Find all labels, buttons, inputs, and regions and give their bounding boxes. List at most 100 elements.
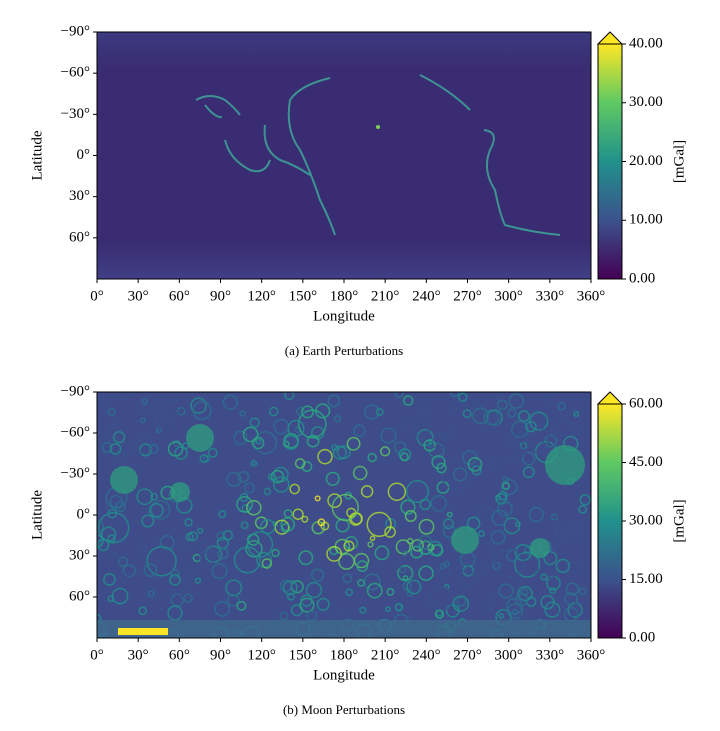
crater-decoration bbox=[112, 431, 126, 444]
crater-decoration bbox=[406, 579, 422, 595]
crater-decoration bbox=[343, 540, 355, 552]
crater-decoration bbox=[174, 446, 188, 460]
crater-decoration bbox=[252, 460, 258, 467]
crater-decoration bbox=[218, 510, 227, 519]
crater-decoration bbox=[367, 452, 377, 463]
crater-decoration bbox=[255, 438, 262, 445]
x-tick-label: 60° bbox=[169, 647, 190, 663]
crater-decoration bbox=[517, 410, 530, 423]
crater-decoration bbox=[384, 526, 396, 538]
crater-decoration bbox=[411, 538, 424, 552]
crater-decoration bbox=[197, 527, 204, 534]
x-tick-label: 30° bbox=[128, 288, 149, 304]
crater-decoration bbox=[369, 535, 376, 542]
crater-decoration bbox=[466, 558, 486, 578]
x-tick-label: 210° bbox=[371, 288, 400, 304]
crater-decoration bbox=[544, 601, 561, 618]
crater-decoration bbox=[436, 462, 447, 474]
basin-decoration bbox=[451, 526, 479, 554]
x-tick-label: 120° bbox=[247, 647, 276, 663]
crater-decoration bbox=[342, 573, 353, 584]
crater-decoration bbox=[188, 531, 199, 542]
y-tick-label: −60° bbox=[61, 424, 90, 440]
crater-decoration bbox=[417, 535, 433, 550]
crater-decoration bbox=[550, 513, 558, 521]
crater-decoration bbox=[543, 565, 557, 579]
crater-decoration bbox=[507, 603, 524, 620]
crater-decoration bbox=[352, 465, 368, 481]
crater-decoration bbox=[289, 483, 301, 495]
crater-decoration bbox=[180, 587, 192, 599]
x-tick-label: 0° bbox=[90, 647, 104, 663]
crater-decoration bbox=[233, 430, 248, 445]
crater-decoration bbox=[251, 436, 265, 450]
x-tick-label: 240° bbox=[412, 288, 441, 304]
crater-decoration bbox=[110, 552, 118, 559]
crater-decoration bbox=[434, 609, 445, 619]
crater-decoration bbox=[507, 454, 517, 465]
crater-decoration bbox=[292, 508, 304, 520]
crater-decoration bbox=[528, 506, 544, 523]
crater-decoration bbox=[494, 494, 501, 501]
crater-decoration bbox=[136, 542, 148, 554]
crater-decoration bbox=[267, 416, 276, 424]
crater-decoration bbox=[225, 579, 243, 597]
colorbar-tick-label: 60.00 bbox=[629, 395, 663, 411]
crater-decoration bbox=[431, 434, 447, 450]
crater-decoration bbox=[565, 582, 580, 596]
x-tick-label: 210° bbox=[371, 647, 400, 663]
crater-decoration bbox=[498, 583, 514, 599]
crater-decoration bbox=[452, 467, 468, 482]
crater-decoration bbox=[470, 404, 484, 417]
crater-decoration bbox=[449, 406, 458, 415]
crater-decoration bbox=[268, 472, 276, 481]
crater-decoration bbox=[366, 511, 392, 538]
crater-decoration bbox=[245, 540, 263, 558]
crater-decoration bbox=[122, 564, 136, 578]
basin-decoration bbox=[110, 466, 138, 494]
colorbar-tick-label: 0.00 bbox=[629, 629, 655, 645]
crater-decoration bbox=[268, 406, 279, 417]
crater-decoration bbox=[115, 501, 126, 513]
crater-decoration bbox=[148, 502, 164, 518]
crater-decoration bbox=[507, 408, 517, 418]
x-tick-label: 150° bbox=[289, 647, 318, 663]
crater-decoration bbox=[284, 392, 295, 401]
crater-decoration bbox=[144, 586, 159, 601]
crater-decoration bbox=[239, 410, 246, 417]
crater-decoration bbox=[497, 500, 513, 517]
crater-decoration bbox=[394, 603, 404, 612]
crater-decoration bbox=[578, 587, 587, 596]
colorbar-tick-label: 0.00 bbox=[629, 270, 655, 286]
crater-decoration bbox=[176, 406, 186, 416]
crater-decoration bbox=[414, 424, 430, 439]
crater-decoration bbox=[579, 494, 591, 506]
crater-decoration bbox=[199, 549, 216, 566]
crater-decoration bbox=[155, 412, 173, 430]
crater-decoration bbox=[509, 434, 524, 449]
crater-decoration bbox=[226, 471, 242, 488]
crater-decoration bbox=[578, 504, 588, 514]
panel-title: (a) Earth Perturbations bbox=[285, 343, 403, 358]
crater-decoration bbox=[437, 566, 451, 579]
x-tick-label: 90° bbox=[210, 647, 231, 663]
colorbar-extension bbox=[596, 391, 624, 405]
crater-decoration bbox=[260, 519, 276, 535]
crater-decoration bbox=[135, 400, 147, 413]
crater-decoration bbox=[294, 458, 306, 469]
crater-decoration bbox=[316, 597, 330, 611]
crater-decoration bbox=[398, 565, 407, 574]
x-tick-label: 120° bbox=[247, 288, 276, 304]
colorbar bbox=[598, 404, 622, 638]
crater-decoration bbox=[216, 531, 226, 542]
crater-decoration bbox=[151, 402, 169, 420]
x-tick-label: 150° bbox=[289, 288, 318, 304]
y-tick-label: 60° bbox=[69, 588, 90, 604]
crater-decoration bbox=[565, 560, 579, 574]
crater-decoration bbox=[441, 460, 471, 491]
crater-decoration bbox=[190, 397, 207, 414]
crater-decoration bbox=[282, 580, 298, 596]
crater-decoration bbox=[167, 605, 183, 621]
crater-decoration bbox=[97, 432, 107, 443]
crater-decoration bbox=[311, 568, 325, 582]
